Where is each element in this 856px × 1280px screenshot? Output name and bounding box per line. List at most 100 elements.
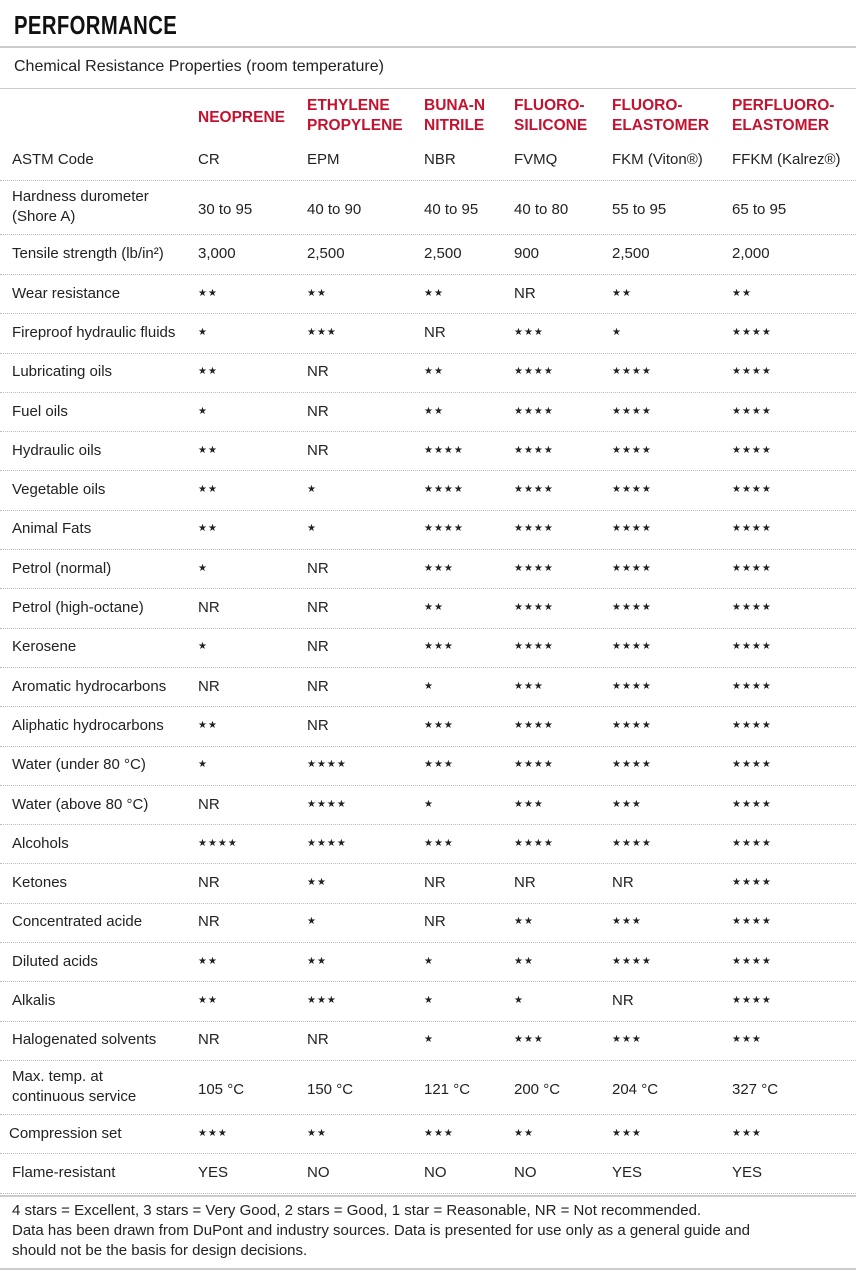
table-row: Diluted acids ★★ ★★ ★ ★★ ★★★★ ★★★★ xyxy=(0,942,856,983)
table-cell: NR xyxy=(307,392,329,431)
table-cell: ★★★★ xyxy=(732,824,772,863)
table-cell: ★★★★ xyxy=(612,588,652,627)
table-cell: ★★★★ xyxy=(612,628,652,667)
label-line: Compression set xyxy=(9,1124,122,1142)
divider xyxy=(0,46,856,48)
cell-text: ★★★★ xyxy=(514,484,554,496)
table-cell: ★★★★ xyxy=(514,588,554,627)
table-row: Animal Fats ★★ ★ ★★★★ ★★★★ ★★★★ ★★★★ xyxy=(0,510,856,551)
cell-text: 150 °C xyxy=(307,1081,354,1098)
cell-text: ★ xyxy=(424,1034,434,1046)
table-cell: ★★★★ xyxy=(424,471,464,510)
cell-text: ★★★★ xyxy=(307,837,347,849)
cell-text: 121 °C xyxy=(424,1081,471,1098)
cell-text: ★★★★ xyxy=(514,444,554,456)
cell-text: ★★★★ xyxy=(612,680,652,692)
cell-text: NR xyxy=(198,1031,220,1049)
footer-line: should not be the basis for design decis… xyxy=(12,1242,308,1259)
cell-text: ★★ xyxy=(198,523,218,535)
table-cell: ★★★★ xyxy=(732,706,772,745)
cell-text: YES xyxy=(732,1163,763,1181)
label-line: Fuel oils xyxy=(12,402,68,420)
cell-text: ★★★ xyxy=(424,1127,454,1139)
cell-text: ★★★★ xyxy=(732,484,772,496)
cell-text: ★★★★ xyxy=(732,837,772,849)
cell-text: ★ xyxy=(198,326,208,338)
cell-text: NO xyxy=(514,1163,537,1181)
label-line: Flame-resistant xyxy=(12,1163,116,1181)
table-row: Alcohols ★★★★ ★★★★ ★★★ ★★★★ ★★★★ ★★★★ xyxy=(0,824,856,865)
table-cell: ★★★★ xyxy=(732,628,772,667)
cell-text: ★ xyxy=(307,484,317,496)
table-cell: 2,500 xyxy=(424,234,462,274)
table-cell: 121 °C xyxy=(424,1060,470,1114)
cell-text: ★ xyxy=(424,995,434,1007)
cell-text: ★★★★ xyxy=(732,602,772,614)
cell-text: FKM (Viton®) xyxy=(612,151,703,168)
cell-text: ★★ xyxy=(514,1127,534,1139)
row-label: Compression set xyxy=(9,1114,122,1153)
table-cell: ★★★★ xyxy=(732,313,772,352)
label-line: Hydraulic oils xyxy=(12,441,102,459)
table-cell: ★★★★ xyxy=(612,746,652,785)
cell-text: NR xyxy=(307,638,329,656)
table-cell: ★★ xyxy=(307,864,327,903)
table-cell: ★★★★ xyxy=(612,824,652,863)
cell-text: ★★★★ xyxy=(514,602,554,614)
table-row: Ketones NR ★★ NR NR NR ★★★★ xyxy=(0,864,856,904)
cell-text: ★★★ xyxy=(732,1034,762,1046)
table-cell: NR xyxy=(514,274,536,313)
table-cell: FFKM (Kalrez®) xyxy=(732,140,841,180)
table-cell: ★★ xyxy=(307,274,327,313)
table-cell: ★★★★ xyxy=(732,746,772,785)
table-cell: ★★★★ xyxy=(732,864,772,903)
cell-text: ★★ xyxy=(198,444,218,456)
label-line: Water (under 80 °C) xyxy=(12,756,146,774)
cell-text: NR xyxy=(307,599,329,617)
label-line: Diluted acids xyxy=(12,952,98,970)
table-cell: ★★ xyxy=(424,353,444,392)
table-row: Fuel oils ★ NR ★★ ★★★★ ★★★★ ★★★★ xyxy=(0,392,856,433)
column-header: FLUORO- ELASTOMER xyxy=(612,96,709,136)
cell-text: ★ xyxy=(307,916,317,928)
table-cell: ★★★★ xyxy=(514,510,554,549)
row-label: Tensile strength (lb/in²) xyxy=(12,234,164,274)
table-cell: 204 °C xyxy=(612,1060,658,1114)
table-cell: ★★★★ xyxy=(732,981,772,1020)
row-label: Water (under 80 °C) xyxy=(12,746,146,785)
table-cell: ★ xyxy=(307,471,317,510)
table-cell: NR xyxy=(198,864,220,903)
table-cell: NR xyxy=(307,353,329,392)
table-cell: ★★★ xyxy=(732,1114,762,1153)
row-label: Concentrated acide xyxy=(12,903,142,942)
table-row: Petrol (normal) ★ NR ★★★ ★★★★ ★★★★ ★★★★ xyxy=(0,549,856,590)
cell-text: ★★★★ xyxy=(732,759,772,771)
table-row: Compression set ★★★ ★★ ★★★ ★★ ★★★ ★★★ xyxy=(0,1114,856,1155)
cell-text: ★★ xyxy=(307,877,327,889)
cell-text: 200 °C xyxy=(514,1081,561,1098)
cell-text: ★★★★ xyxy=(514,837,554,849)
header-line: ELASTOMER xyxy=(732,117,830,134)
table-cell: FVMQ xyxy=(514,140,557,180)
label-line: Fireproof hydraulic fluids xyxy=(12,323,176,341)
footer-line: Data has been drawn from DuPont and indu… xyxy=(12,1222,750,1239)
table-cell: ★★★★ xyxy=(732,353,772,392)
table-cell: ★★★★ xyxy=(514,471,554,510)
divider xyxy=(0,1268,856,1270)
table-cell: ★ xyxy=(198,313,208,352)
row-label: Water (above 80 °C) xyxy=(12,785,148,824)
cell-text: ★★ xyxy=(198,287,218,299)
header-line: PROPYLENE xyxy=(307,117,403,134)
cell-text: ★★★ xyxy=(424,641,454,653)
cell-text: ★★★ xyxy=(307,995,337,1007)
cell-text: ★★ xyxy=(424,602,444,614)
cell-text: NR xyxy=(424,874,446,892)
row-label: Fuel oils xyxy=(12,392,68,431)
table-cell: NR xyxy=(424,864,446,903)
cell-text: ★★★★ xyxy=(732,877,772,889)
cell-text: ★★★★ xyxy=(424,444,464,456)
table-row: Alkalis ★★ ★★★ ★ ★ NR ★★★★ xyxy=(0,981,856,1022)
cell-text: ★★★★ xyxy=(732,680,772,692)
label-line: ASTM Code xyxy=(12,151,94,168)
label-line: Water (above 80 °C) xyxy=(12,795,149,813)
